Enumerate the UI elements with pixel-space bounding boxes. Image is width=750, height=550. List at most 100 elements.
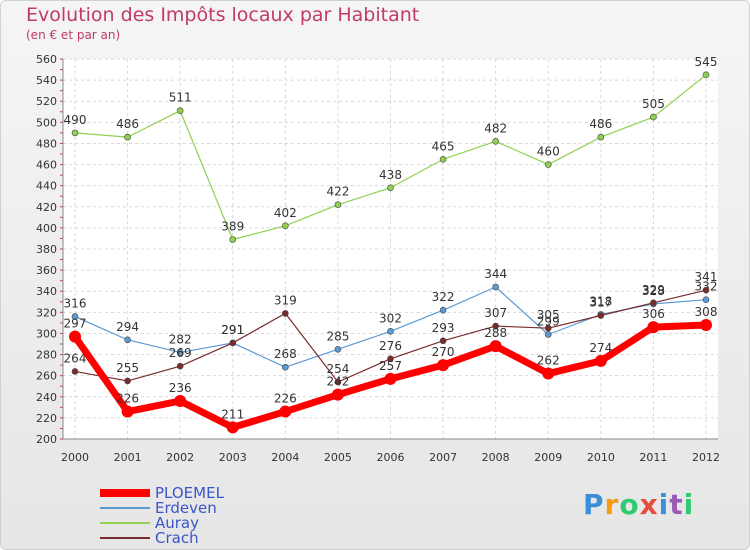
y-tick-label: 520 [36,95,57,108]
logo-letter: t [669,488,684,521]
data-label-ploemel: 211 [221,407,244,421]
data-label-crach: 319 [274,293,297,307]
data-label-crach: 317 [589,296,612,310]
logo-letter: P [583,488,605,521]
data-point-auray [439,155,447,163]
data-label-auray: 545 [695,55,718,69]
chart-subtitle: (en € et par an) [26,28,121,42]
data-label-erdeven: 285 [326,329,349,343]
data-label-ploemel: 274 [589,341,612,355]
data-label-auray: 402 [274,206,297,220]
y-tick-label: 340 [36,285,57,298]
x-tick-label: 2000 [61,451,89,464]
data-label-erdeven: 332 [695,280,718,294]
data-label-crach: 291 [221,323,244,337]
data-label-ploemel: 308 [695,305,718,319]
data-point-crach [702,286,710,294]
data-label-crach: 305 [537,308,560,322]
data-point-erdeven [282,363,289,371]
data-label-crach: 341 [695,270,718,284]
data-label-ploemel: 270 [432,345,455,359]
data-point-ploemel [331,388,344,401]
data-point-crach [650,299,657,307]
data-label-ploemel: 242 [326,375,349,389]
data-point-ploemel [542,367,555,380]
data-point-crach [229,339,237,347]
data-label-crach: 276 [379,339,402,353]
data-point-auray [492,138,499,145]
data-point-auray [702,71,710,79]
data-label-auray: 422 [326,185,349,199]
y-tick-label: 420 [36,201,57,214]
data-label-crach: 307 [484,306,507,320]
data-label-ploemel: 257 [379,359,402,373]
data-point-ploemel [279,405,292,418]
data-label-crach: 264 [64,351,87,365]
data-point-crach [282,310,289,317]
data-point-auray [334,201,342,208]
data-point-crach [597,312,605,319]
data-label-ploemel: 288 [484,326,507,340]
y-tick-label: 320 [36,306,57,319]
y-tick-label: 560 [36,53,57,66]
data-label-auray: 486 [589,117,612,131]
data-label-ploemel: 226 [274,392,297,406]
data-point-auray [544,161,552,168]
data-point-ploemel [437,359,450,372]
data-label-erdeven: 344 [484,267,507,281]
logo-letter: r [604,488,620,521]
y-tick-label: 220 [36,412,57,425]
data-point-erdeven [334,345,342,353]
data-point-ploemel [69,330,81,343]
data-point-crach [71,368,79,375]
y-tick-label: 400 [36,222,57,235]
data-label-erdeven: 268 [274,347,297,361]
logo-letter: x [639,488,659,521]
data-label-ploemel: 236 [169,381,192,395]
y-tick-label: 480 [36,137,57,150]
y-tick-label: 460 [36,159,57,172]
x-tick-label: 2006 [377,451,405,464]
data-point-ploemel [121,405,134,418]
data-label-ploemel: 226 [116,392,139,406]
data-point-crach [387,355,394,363]
data-point-auray [597,133,605,141]
data-label-ploemel: 306 [642,307,665,321]
y-tick-label: 260 [36,370,57,383]
data-label-auray: 486 [116,117,139,131]
y-tick-label: 200 [36,433,57,446]
logo-letter: o [619,488,640,521]
data-label-erdeven: 322 [432,290,455,304]
y-tick-label: 240 [36,391,57,404]
data-label-erdeven: 318 [589,294,612,308]
legend-label-erdeven: Erdeven [155,499,217,517]
x-tick-label: 2012 [692,451,720,464]
y-tick-label: 380 [36,243,57,256]
data-point-ploemel [700,319,712,331]
data-point-crach [334,378,342,386]
legend-swatch-erdeven [100,507,150,509]
y-tick-label: 500 [36,116,57,129]
y-tick-label: 360 [36,264,57,277]
x-tick-label: 2007 [429,451,457,464]
legend-label-auray: Auray [155,514,200,532]
data-point-ploemel [489,340,502,353]
logo-letter: i [683,488,695,521]
y-tick-label: 280 [36,349,57,362]
y-tick-label: 300 [36,327,57,340]
data-point-erdeven [124,336,131,344]
data-point-erdeven [544,331,552,338]
x-tick-label: 2010 [587,451,615,464]
y-tick-label: 540 [36,74,57,87]
data-point-auray [124,133,131,141]
data-label-crach: 329 [642,283,665,297]
data-label-erdeven: 282 [169,332,192,346]
data-label-erdeven: 299 [537,315,560,329]
data-label-crach: 255 [116,361,139,375]
data-point-erdeven [71,313,79,320]
chart-title: Evolution des Impôts locaux par Habitant [26,4,420,26]
x-tick-label: 2001 [114,451,142,464]
data-point-auray [282,222,289,230]
data-point-ploemel [226,421,239,434]
data-label-auray: 460 [537,145,560,159]
